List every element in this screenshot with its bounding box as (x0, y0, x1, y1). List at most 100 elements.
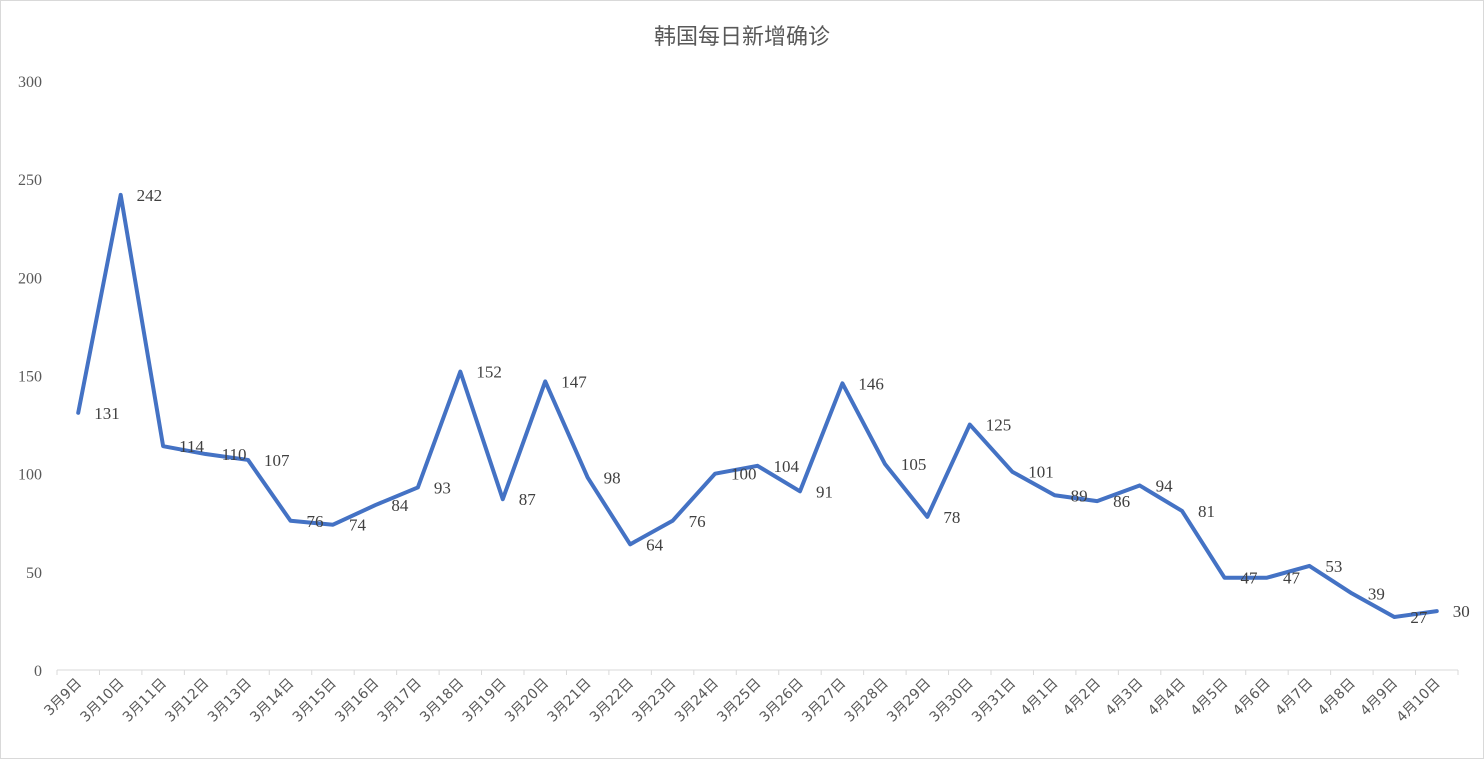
x-tick-label: 3月27日 (799, 676, 849, 726)
data-point (1435, 609, 1439, 613)
x-axis: 3月9日3月10日3月11日3月12日3月13日3月14日3月15日3月16日3… (41, 670, 1459, 726)
data-point (628, 542, 632, 546)
series-line (76, 192, 1439, 619)
y-tick-label: 50 (26, 565, 42, 582)
data-label: 91 (816, 482, 833, 501)
x-tick-label: 3月19日 (460, 676, 510, 726)
data-point (1265, 576, 1269, 580)
data-point (1350, 591, 1354, 595)
data-point (713, 472, 717, 476)
data-point (840, 381, 844, 385)
data-label: 64 (646, 535, 664, 554)
data-point (501, 497, 505, 501)
data-label: 47 (1283, 569, 1301, 588)
data-point (458, 370, 462, 374)
data-label: 104 (774, 457, 800, 476)
x-tick-label: 3月17日 (375, 676, 425, 726)
x-tick-label: 3月25日 (714, 676, 764, 726)
data-label: 152 (476, 363, 502, 382)
data-point (543, 379, 547, 383)
data-point (76, 411, 80, 415)
data-point (246, 458, 250, 462)
x-tick-label: 3月21日 (544, 676, 594, 726)
data-label: 86 (1113, 492, 1130, 511)
y-tick-label: 300 (18, 74, 42, 91)
x-tick-label: 3月12日 (162, 676, 212, 726)
data-point (1392, 615, 1396, 619)
data-label: 30 (1453, 602, 1470, 621)
x-tick-label: 3月28日 (842, 676, 892, 726)
y-tick-label: 250 (18, 172, 42, 189)
data-label: 107 (264, 451, 290, 470)
data-point (1138, 483, 1142, 487)
x-tick-label: 4月7日 (1273, 676, 1317, 720)
data-label: 94 (1156, 476, 1174, 495)
data-point (373, 503, 377, 507)
data-label: 81 (1198, 502, 1215, 521)
x-tick-label: 4月10日 (1394, 676, 1444, 726)
x-tick-label: 3月10日 (77, 676, 127, 726)
data-point (161, 444, 165, 448)
x-tick-label: 3月29日 (884, 676, 934, 726)
data-label: 47 (1241, 569, 1259, 588)
x-tick-label: 4月2日 (1060, 676, 1104, 720)
data-label: 125 (986, 416, 1012, 435)
data-label: 242 (137, 186, 163, 205)
data-label: 53 (1325, 557, 1342, 576)
y-tick-label: 200 (18, 270, 42, 287)
x-tick-label: 4月4日 (1145, 676, 1189, 720)
data-point (204, 452, 208, 456)
y-tick-label: 100 (18, 467, 42, 484)
x-tick-label: 3月18日 (417, 676, 467, 726)
data-label: 74 (349, 516, 367, 535)
data-point (1180, 509, 1184, 513)
y-tick-label: 150 (18, 369, 42, 386)
data-point (1010, 470, 1014, 474)
y-tick-label: 0 (34, 663, 42, 680)
x-tick-label: 3月11日 (120, 676, 170, 726)
x-tick-label: 4月1日 (1018, 676, 1062, 720)
data-label: 27 (1410, 608, 1428, 627)
data-labels: 131 242 114 110 107 76 74 84 93 152 87 147 98 64 76 100… (94, 186, 1470, 627)
data-label: 84 (391, 496, 409, 515)
data-point (925, 515, 929, 519)
data-point (289, 519, 293, 523)
data-label: 100 (731, 465, 757, 484)
x-tick-label: 4月8日 (1315, 676, 1359, 720)
data-point (416, 485, 420, 489)
data-label: 78 (943, 508, 960, 527)
x-tick-label: 3月16日 (332, 676, 382, 726)
data-point (1223, 576, 1227, 580)
data-label: 146 (858, 374, 884, 393)
data-label: 105 (901, 455, 927, 474)
data-point (798, 489, 802, 493)
data-label: 93 (434, 478, 451, 497)
series-group (76, 192, 1439, 619)
x-tick-label: 3月31日 (969, 676, 1019, 726)
x-tick-label: 3月20日 (502, 676, 552, 726)
data-label: 39 (1368, 584, 1385, 603)
data-point (883, 462, 887, 466)
data-label: 98 (604, 469, 621, 488)
data-label: 114 (179, 437, 204, 456)
x-tick-label: 3月30日 (927, 676, 977, 726)
x-tick-label: 3月13日 (205, 676, 255, 726)
data-label: 147 (561, 372, 587, 391)
data-point (1095, 499, 1099, 503)
data-label: 76 (307, 512, 324, 531)
x-tick-label: 3月26日 (757, 676, 807, 726)
x-tick-label: 4月3日 (1103, 676, 1147, 720)
data-label: 110 (222, 445, 247, 464)
x-tick-label: 3月22日 (587, 676, 637, 726)
data-point (1307, 564, 1311, 568)
data-label: 89 (1071, 486, 1088, 505)
x-tick-label: 4月5日 (1188, 676, 1232, 720)
data-point (671, 519, 675, 523)
data-point (1053, 493, 1057, 497)
data-label: 76 (689, 512, 706, 531)
data-point (968, 423, 972, 427)
x-tick-label: 4月6日 (1230, 676, 1274, 720)
y-axis: 0 50 100 150 200 250 300 (18, 74, 42, 680)
